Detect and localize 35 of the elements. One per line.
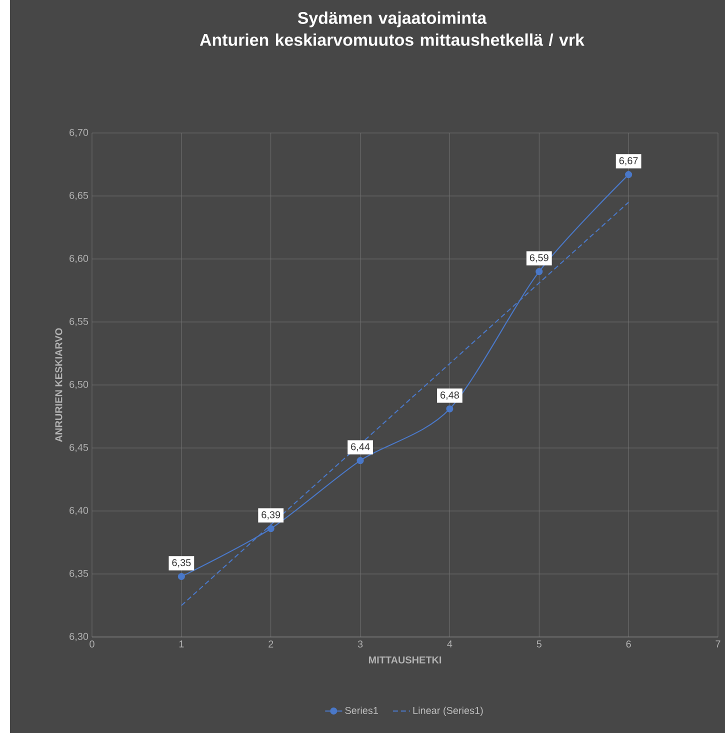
y-tick-label: 6,40 <box>70 506 88 516</box>
data-label: 6,39 <box>262 511 280 520</box>
x-tick-label: 1 <box>179 640 184 648</box>
point <box>267 525 274 532</box>
y-tick-label: 6,60 <box>70 254 88 264</box>
y-tick-label: 6,30 <box>70 632 88 642</box>
y-axis-title: ANRURIEN KESKIARVO <box>55 328 62 442</box>
x-tick-label: 7 <box>716 640 720 648</box>
data-label: 6,67 <box>619 157 638 166</box>
point <box>446 405 454 412</box>
x-tick-label: 4 <box>447 640 452 648</box>
x-tick-label: 2 <box>268 640 274 648</box>
chart-subtitle: Anturien keskiarvomuutos mittaushetkellä / vrk <box>200 33 584 46</box>
x-axis-title: MITTAUSHETKI <box>368 656 442 664</box>
y-tick-label: 6,70 <box>70 128 88 138</box>
data-label: 6,35 <box>172 559 191 568</box>
x-tick-label: 5 <box>536 640 542 648</box>
legend-label: Series1 <box>345 706 378 714</box>
y-tick-label: 6,65 <box>70 192 88 200</box>
data-label: 6,44 <box>351 443 370 452</box>
data-label: 6,59 <box>530 254 548 262</box>
x-tick-label: 6 <box>626 640 631 648</box>
point <box>625 171 632 178</box>
y-tick-label: 6,55 <box>70 318 88 326</box>
y-tick-label: 6,45 <box>70 444 88 452</box>
y-tick-label: 6,50 <box>70 380 88 390</box>
data-label: 6,48 <box>440 392 459 400</box>
x-tick-label: 0 <box>90 640 94 648</box>
y-tick-label: 6,35 <box>70 570 88 578</box>
chart-title: Sydämen vajaatoiminta <box>298 12 487 28</box>
x-tick-label: 3 <box>358 640 363 648</box>
point <box>536 268 543 276</box>
point <box>356 457 364 464</box>
point <box>178 572 185 580</box>
legend-label: Linear (Series1) <box>413 706 483 716</box>
